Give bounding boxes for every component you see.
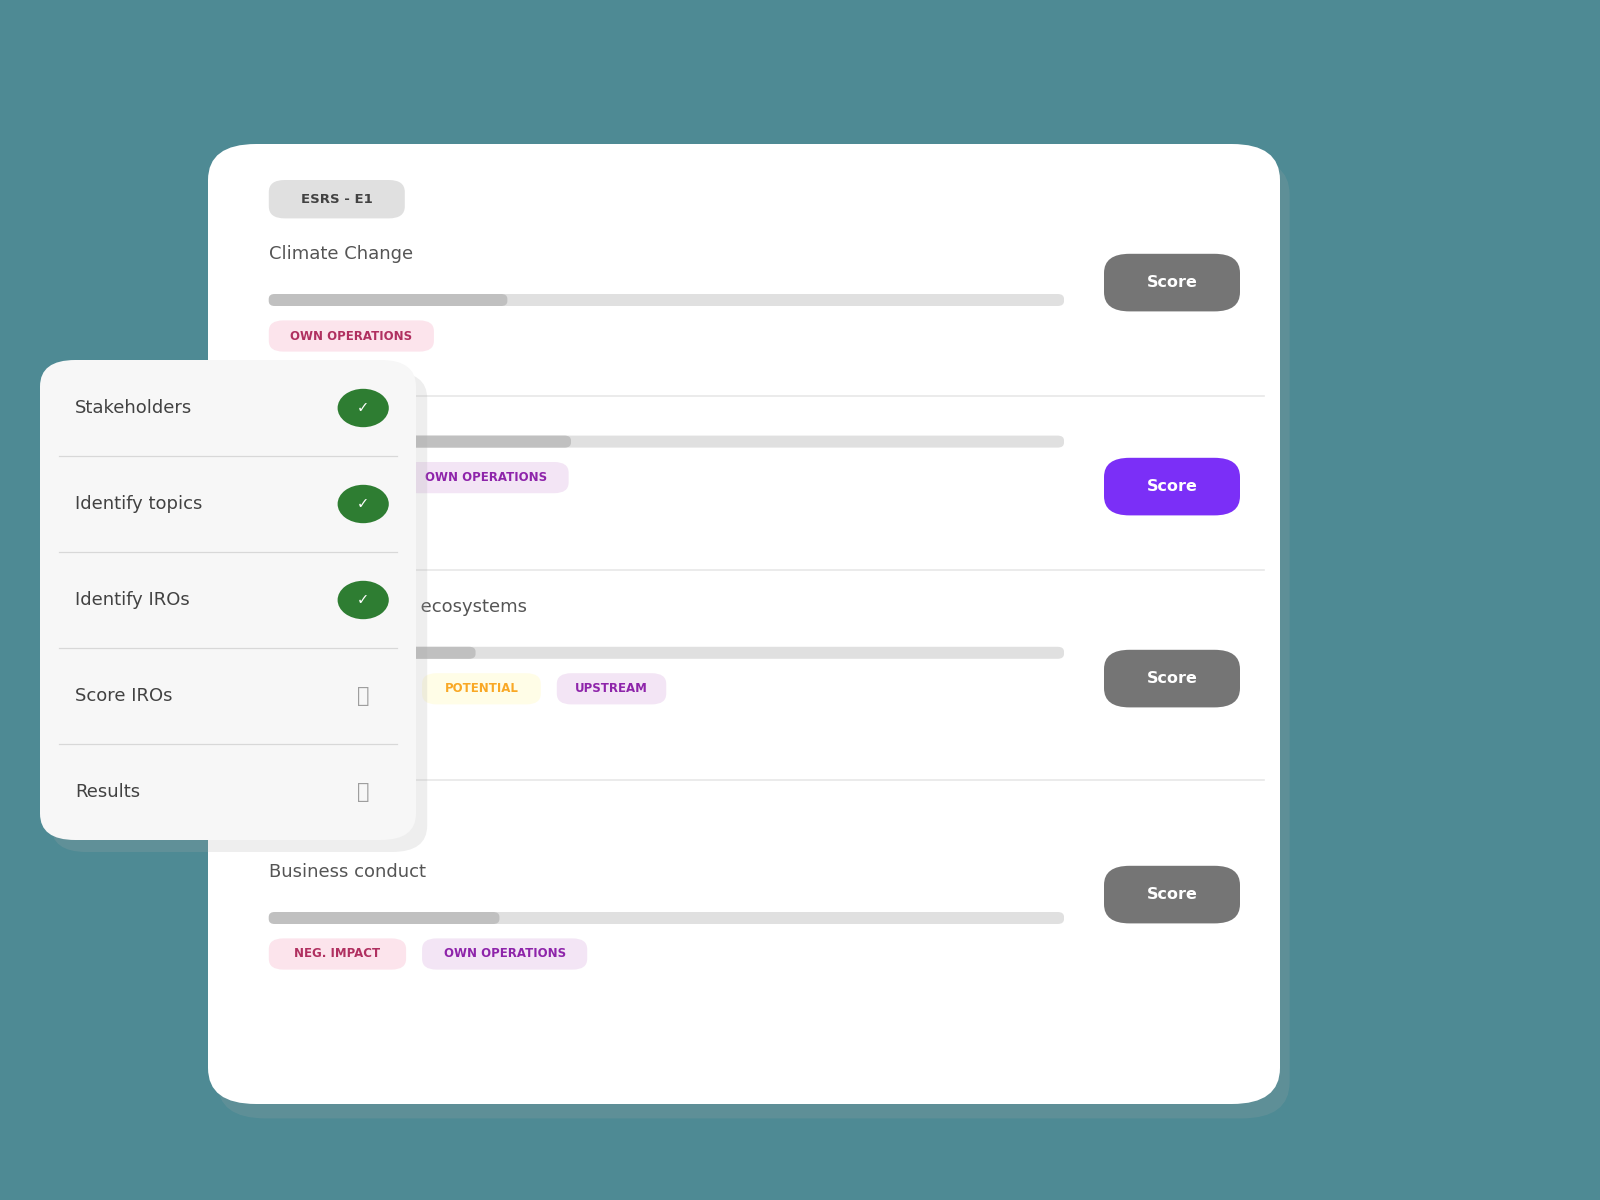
Text: Biodiversity and ecosystems: Biodiversity and ecosystems xyxy=(269,598,526,616)
FancyBboxPatch shape xyxy=(269,647,1064,659)
FancyBboxPatch shape xyxy=(1104,865,1240,923)
FancyBboxPatch shape xyxy=(269,436,571,448)
FancyBboxPatch shape xyxy=(269,938,406,970)
Text: Results: Results xyxy=(75,784,141,802)
FancyBboxPatch shape xyxy=(269,180,405,218)
Text: ESRS - G1: ESRS - G1 xyxy=(301,811,373,823)
FancyBboxPatch shape xyxy=(422,673,541,704)
FancyBboxPatch shape xyxy=(269,320,434,352)
Text: Stakeholders: Stakeholders xyxy=(75,398,192,418)
FancyBboxPatch shape xyxy=(269,647,475,659)
Text: ⧖: ⧖ xyxy=(357,782,370,802)
Text: POS. IMPACT: POS. IMPACT xyxy=(294,683,381,695)
FancyBboxPatch shape xyxy=(51,372,427,852)
Text: Identify topics: Identify topics xyxy=(75,494,203,514)
Text: Score IROs: Score IROs xyxy=(75,686,173,704)
FancyBboxPatch shape xyxy=(269,462,387,493)
Circle shape xyxy=(338,485,389,523)
FancyBboxPatch shape xyxy=(269,798,405,836)
Text: Score: Score xyxy=(1147,671,1197,686)
FancyBboxPatch shape xyxy=(218,158,1290,1118)
Text: ✓: ✓ xyxy=(357,497,370,511)
FancyBboxPatch shape xyxy=(269,436,1064,448)
Text: Score: Score xyxy=(1147,887,1197,902)
FancyBboxPatch shape xyxy=(40,360,416,840)
Text: NEG. IMPACT: NEG. IMPACT xyxy=(294,948,381,960)
Text: ✓: ✓ xyxy=(357,593,370,607)
FancyBboxPatch shape xyxy=(1104,254,1240,312)
FancyBboxPatch shape xyxy=(1104,457,1240,516)
FancyBboxPatch shape xyxy=(269,673,406,704)
Text: OWN OPERATIONS: OWN OPERATIONS xyxy=(426,472,547,484)
Text: Identify IROs: Identify IROs xyxy=(75,592,190,610)
Text: UPSTREAM: UPSTREAM xyxy=(574,683,648,695)
Circle shape xyxy=(338,581,389,619)
Text: Climate Change: Climate Change xyxy=(269,246,413,264)
FancyBboxPatch shape xyxy=(557,673,666,704)
FancyBboxPatch shape xyxy=(269,912,1064,924)
FancyBboxPatch shape xyxy=(1104,650,1240,708)
Text: ✓: ✓ xyxy=(357,401,370,415)
FancyBboxPatch shape xyxy=(269,294,1064,306)
FancyBboxPatch shape xyxy=(269,294,507,306)
Text: OWN OPERATIONS: OWN OPERATIONS xyxy=(290,330,413,342)
Circle shape xyxy=(338,389,389,427)
Text: POTENTIAL: POTENTIAL xyxy=(445,683,518,695)
FancyBboxPatch shape xyxy=(403,462,568,493)
FancyBboxPatch shape xyxy=(208,144,1280,1104)
Text: POTENTIAL: POTENTIAL xyxy=(291,472,365,484)
Text: Business conduct: Business conduct xyxy=(269,863,426,881)
FancyBboxPatch shape xyxy=(422,938,587,970)
Text: Score: Score xyxy=(1147,479,1197,494)
FancyBboxPatch shape xyxy=(269,912,499,924)
Text: OWN OPERATIONS: OWN OPERATIONS xyxy=(443,948,566,960)
Text: ⧖: ⧖ xyxy=(357,686,370,706)
Text: ESRS - E1: ESRS - E1 xyxy=(301,193,373,205)
Text: Score: Score xyxy=(1147,275,1197,290)
